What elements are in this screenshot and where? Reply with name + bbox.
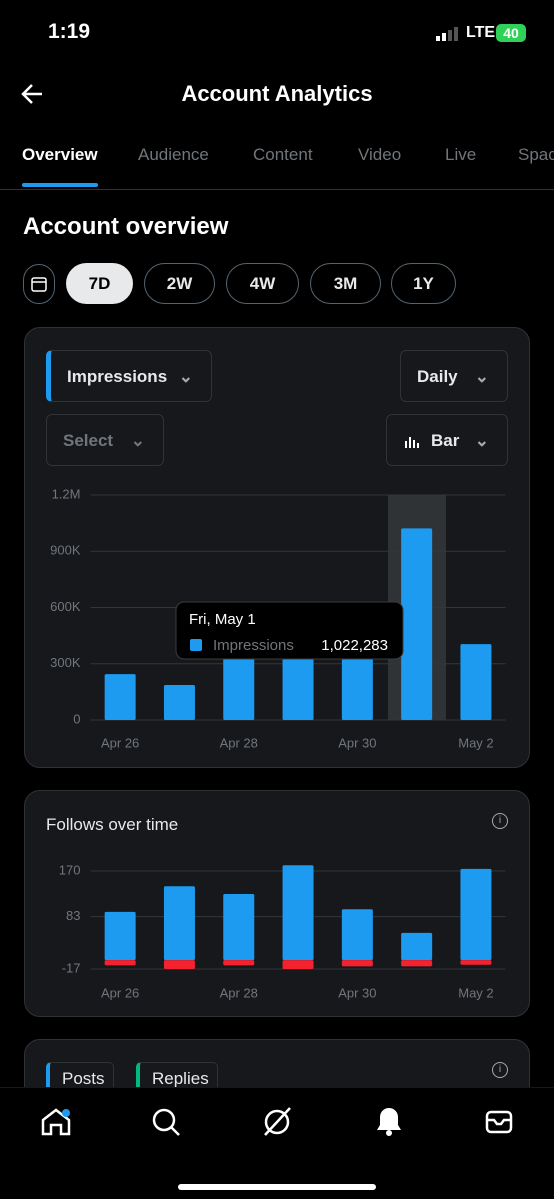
period-button[interactable]: 7D xyxy=(66,263,133,304)
bar xyxy=(401,960,433,967)
nav-icons xyxy=(41,1107,513,1190)
x-tick-label: May 2 xyxy=(458,735,493,750)
bar xyxy=(104,911,136,961)
bar xyxy=(341,909,373,961)
interval-dropdown[interactable]: Daily ⌄ xyxy=(400,350,508,402)
status-time: 1:19 xyxy=(48,20,91,43)
bar xyxy=(163,886,195,961)
bar xyxy=(282,658,314,720)
period-button[interactable]: 2W xyxy=(144,263,215,304)
x-tick-label: May 2 xyxy=(458,985,493,1000)
chevron: ⌄ xyxy=(474,367,489,386)
charts: 0 300K 600K 900K 1.2M Apr 26 Apr 28 Apr 30 May 2… xyxy=(50,486,506,1000)
calendar-button[interactable] xyxy=(23,264,55,304)
battery: 40 xyxy=(496,24,526,42)
tooltip-swatch xyxy=(190,639,202,651)
bar xyxy=(163,684,195,720)
legend-label: Replies xyxy=(152,1069,209,1088)
bar xyxy=(460,960,492,965)
legend-label: Posts xyxy=(62,1069,105,1088)
x-tick-label: Apr 26 xyxy=(101,985,139,1000)
chart-type-dropdown[interactable]: Bar ⌄ xyxy=(386,414,508,466)
tab[interactable]: Live xyxy=(445,145,477,164)
tooltip-value: 1,022,283 xyxy=(321,637,388,654)
divider xyxy=(0,189,554,190)
y-tick-label: 0 xyxy=(73,711,80,726)
page-title: Account Analytics xyxy=(181,81,373,106)
metric-dropdown[interactable]: Impressions ⌄ xyxy=(46,350,212,402)
calendar-icon xyxy=(31,277,47,292)
info-icon[interactable]: i xyxy=(492,813,508,829)
bar xyxy=(223,652,255,720)
bar xyxy=(104,674,136,720)
bar xyxy=(401,528,433,720)
card-title: Follows over time xyxy=(46,815,179,834)
tab[interactable]: Audience xyxy=(138,145,209,164)
status-network: LTE xyxy=(466,24,496,41)
period-button[interactable]: 3M xyxy=(310,263,381,304)
bar xyxy=(223,960,255,966)
dropdown-label: Select xyxy=(63,431,114,450)
dropdown-label: Bar xyxy=(431,431,460,450)
bar xyxy=(163,960,195,969)
search-icon[interactable] xyxy=(152,1108,180,1136)
x-tick-label: Apr 30 xyxy=(338,735,376,750)
notifications-icon[interactable] xyxy=(377,1108,401,1136)
bar xyxy=(341,960,373,967)
y-tick-label: 170 xyxy=(59,862,81,877)
grok-icon[interactable] xyxy=(264,1107,291,1136)
y-tick-label: 900K xyxy=(50,543,81,558)
bar xyxy=(223,894,255,961)
tab[interactable]: Video xyxy=(358,145,402,164)
bar-icon xyxy=(405,437,419,448)
y-tick-label: 600K xyxy=(50,599,81,614)
y-tick-label: 83 xyxy=(66,908,80,923)
period-button[interactable]: 1Y xyxy=(391,263,456,304)
back-button[interactable] xyxy=(20,82,46,106)
section-title: Account overview xyxy=(23,213,229,240)
bar xyxy=(282,865,314,961)
y-tick-label: 300K xyxy=(50,655,81,670)
chevron: ⌄ xyxy=(474,431,489,450)
x-tick-label: Apr 26 xyxy=(101,735,139,750)
compare-dropdown[interactable]: Select ⌄ xyxy=(46,414,164,466)
bar xyxy=(460,644,492,720)
tab[interactable]: Spaces xyxy=(518,145,554,164)
y-tick-label: -17 xyxy=(62,960,81,975)
bar xyxy=(341,656,373,720)
home-indicator xyxy=(178,1184,376,1190)
x-tick-label: Apr 28 xyxy=(220,985,258,1000)
tab[interactable]: Content xyxy=(253,145,313,164)
home-icon[interactable] xyxy=(41,1108,71,1136)
chevron: ⌄ xyxy=(130,431,145,450)
tab-indicator xyxy=(22,183,98,187)
y-tick-label: 1.2M xyxy=(52,486,81,501)
dropdown-label: Impressions xyxy=(67,367,168,386)
tab[interactable]: Overview xyxy=(22,145,98,164)
bottom-nav xyxy=(0,1087,554,1199)
signal-icon xyxy=(436,27,458,41)
info-icon[interactable]: i xyxy=(492,1062,508,1078)
dropdown-label: Daily xyxy=(417,367,458,386)
tooltip-series: Impressions xyxy=(213,637,294,654)
bar xyxy=(460,868,492,961)
bar xyxy=(282,960,314,969)
bar xyxy=(104,960,136,966)
x-tick-label: Apr 30 xyxy=(338,985,376,1000)
chevron: ⌄ xyxy=(178,367,193,386)
tooltip-title: Fri, May 1 xyxy=(189,611,256,628)
x-tick-label: Apr 28 xyxy=(220,735,258,750)
follows-card xyxy=(24,790,530,1017)
messages-icon[interactable] xyxy=(485,1110,513,1134)
bar xyxy=(401,932,433,961)
period-button[interactable]: 4W xyxy=(226,263,299,304)
tooltip xyxy=(175,601,404,660)
